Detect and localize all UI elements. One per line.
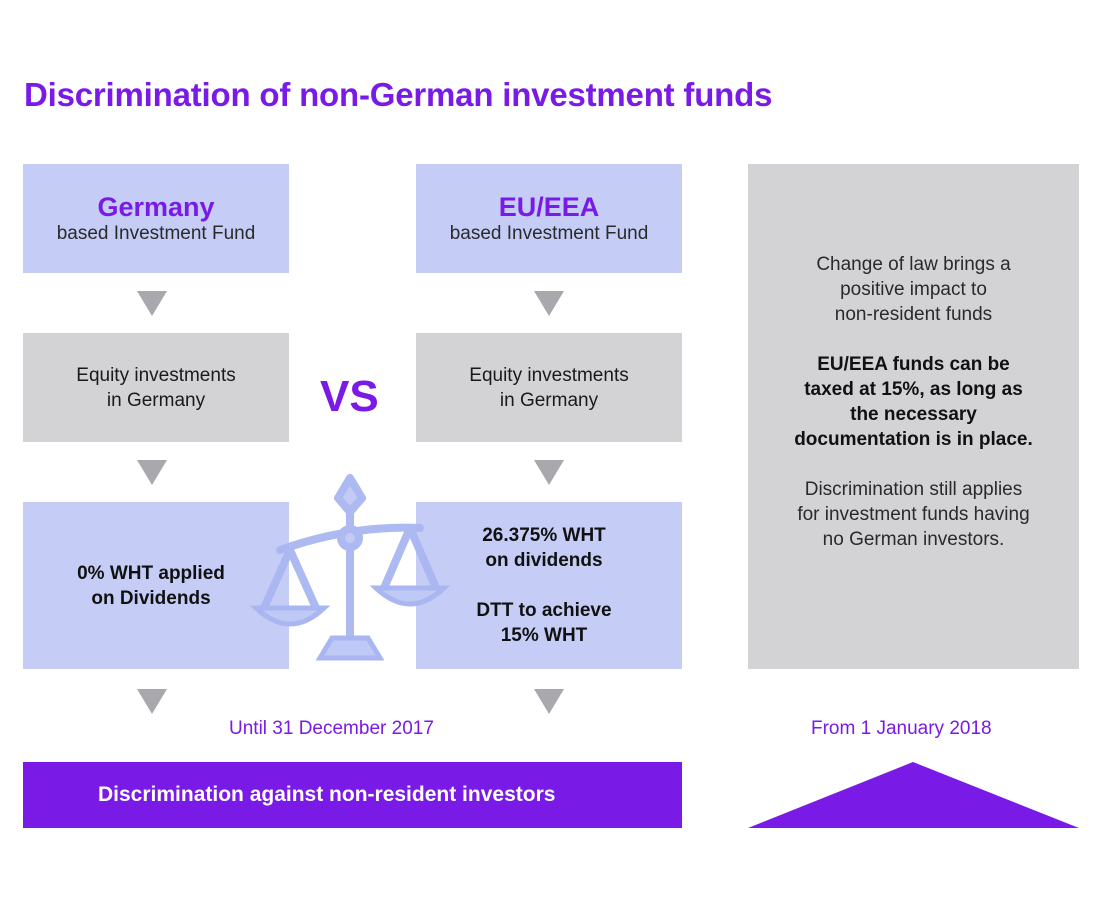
side-p2-line3: the necessary <box>850 404 977 425</box>
period-from-label: From 1 January 2018 <box>811 718 992 739</box>
down-arrow-icon <box>534 689 564 714</box>
germany-wht-line2: on Dividends <box>91 587 211 609</box>
eu-wht-line2: on dividends <box>485 550 603 571</box>
down-arrow-icon <box>534 291 564 316</box>
down-arrow-icon <box>137 689 167 714</box>
germany-equity-line2: in Germany <box>106 389 206 411</box>
side-p3-line2: for investment funds having <box>797 504 1030 525</box>
down-arrow-icon <box>137 291 167 316</box>
eu-equity-line2: in Germany <box>499 389 599 411</box>
side-p3-line3: no German investors. <box>822 529 1005 550</box>
eu-equity-line1: Equity investments <box>469 364 629 386</box>
side-p1-line1: Change of law brings a <box>816 254 1011 275</box>
down-arrow-icon <box>137 460 167 485</box>
eu-heading: EU/EEA <box>498 191 600 222</box>
germany-equity-box: Equity investments in Germany <box>23 333 289 442</box>
discrimination-bar: Discrimination against non-resident inve… <box>23 762 682 828</box>
germany-fund-box: Germany based Investment Fund <box>23 164 289 273</box>
germany-wht-line1: 0% WHT applied <box>77 562 225 584</box>
germany-equity-line1: Equity investments <box>76 364 236 386</box>
eu-wht-box: 26.375% WHT on dividends DTT to achieve … <box>416 502 682 669</box>
eu-equity-box: Equity investments in Germany <box>416 333 682 442</box>
side-p3-line1: Discrimination still applies <box>804 479 1023 500</box>
upward-triangle-icon <box>748 762 1079 828</box>
versus-label: VS <box>320 372 379 421</box>
germany-subheading: based Investment Fund <box>56 222 256 244</box>
side-p2-line4: documentation is in place. <box>794 429 1033 450</box>
germany-heading: Germany <box>97 191 215 222</box>
period-until-label: Until 31 December 2017 <box>229 718 434 739</box>
change-of-law-box: Change of law brings a positive impact t… <box>748 164 1079 669</box>
scales-of-justice-icon <box>250 474 450 661</box>
side-p1-line2: positive impact to <box>840 279 987 300</box>
side-p1-line3: non-resident funds <box>834 304 993 325</box>
eu-dtt-line1: DTT to achieve <box>476 600 612 621</box>
eu-fund-box: EU/EEA based Investment Fund <box>416 164 682 273</box>
page-title: Discrimination of non-German investment … <box>24 76 773 113</box>
eu-dtt-line2: 15% WHT <box>500 625 588 646</box>
side-p2-line1: EU/EEA funds can be <box>817 354 1010 375</box>
germany-wht-box: 0% WHT applied on Dividends <box>23 502 289 669</box>
eu-subheading: based Investment Fund <box>449 222 649 244</box>
side-p2-line2: taxed at 15%, as long as <box>804 379 1023 400</box>
discrimination-bar-label: Discrimination against non-resident inve… <box>98 783 556 806</box>
eu-wht-line1: 26.375% WHT <box>482 525 606 546</box>
down-arrow-icon <box>534 460 564 485</box>
